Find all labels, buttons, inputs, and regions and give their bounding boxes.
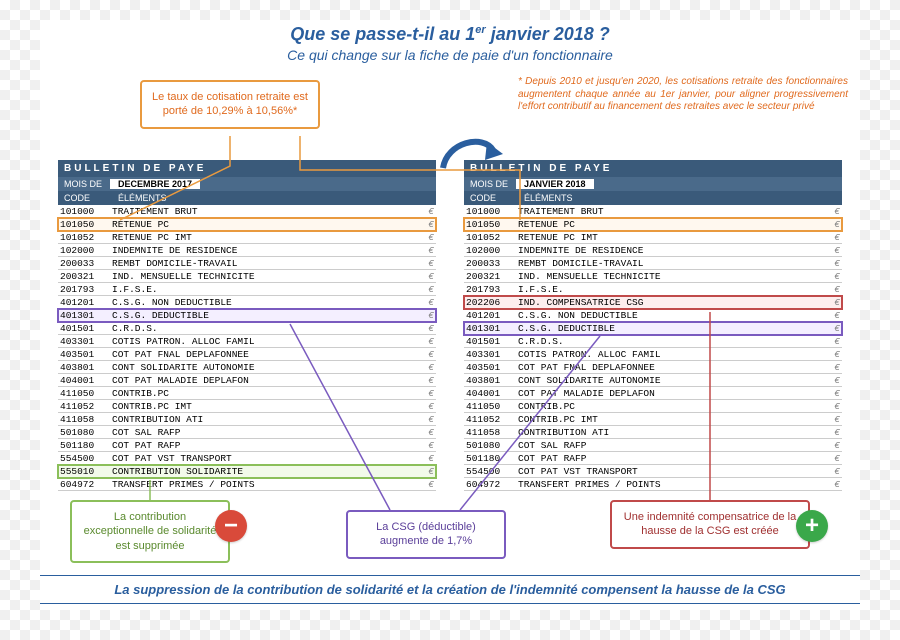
minus-badge-icon: − xyxy=(215,510,247,542)
footer-text: La suppression de la contribution de sol… xyxy=(40,575,860,604)
callout-red: Une indemnité compensatrice de la hausse… xyxy=(610,500,810,549)
plus-badge-icon: + xyxy=(796,510,828,542)
callout-purple: La CSG (déductible) augmente de 1,7% xyxy=(346,510,506,559)
callout-green: La contribution exceptionnelle de solida… xyxy=(70,500,230,563)
page: Que se passe-t-il au 1er janvier 2018 ? … xyxy=(40,20,860,610)
